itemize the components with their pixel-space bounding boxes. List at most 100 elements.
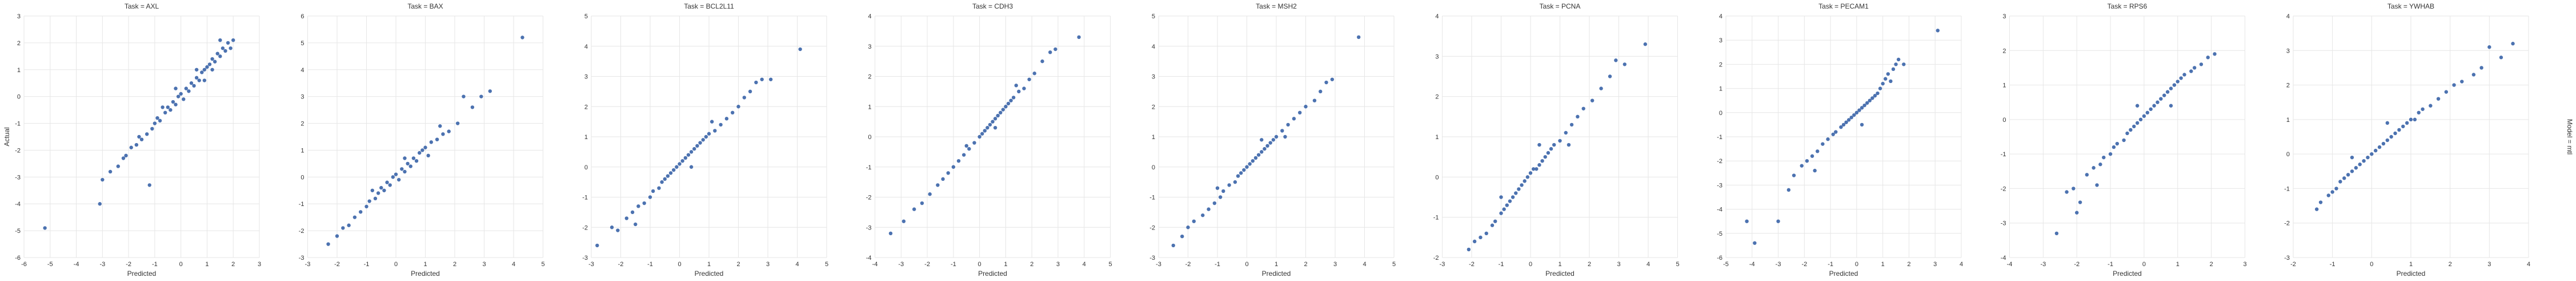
y-tick-label: 0 (1435, 174, 1439, 181)
data-point (2393, 131, 2397, 136)
x-tick-label: 2 (1304, 261, 1307, 268)
data-point (210, 57, 214, 61)
data-point (2405, 121, 2409, 125)
y-axis-label: Actual (3, 127, 11, 146)
data-point (972, 141, 976, 145)
data-point (2075, 211, 2079, 215)
data-point (657, 186, 661, 190)
y-tick-label: -4 (2001, 255, 2006, 262)
data-point (2189, 69, 2193, 73)
data-point (382, 188, 386, 192)
data-point (951, 165, 956, 169)
x-tick-label: 3 (1333, 261, 1337, 268)
x-tick-label: 3 (2487, 261, 2491, 268)
data-point (742, 96, 747, 100)
data-point (520, 35, 524, 39)
data-point (748, 89, 752, 94)
data-point (1831, 132, 1835, 136)
x-tick-label: 1 (2409, 261, 2413, 268)
data-point (2338, 180, 2342, 184)
data-point (1614, 58, 1618, 62)
data-point (1280, 129, 1284, 133)
x-tick-label: 0 (1245, 261, 1248, 268)
data-point (1271, 138, 1276, 142)
y-tick-label: -1 (2001, 151, 2006, 158)
data-point (1268, 141, 1272, 145)
data-point (2487, 45, 2491, 49)
data-point (636, 204, 640, 208)
data-point (1581, 106, 1585, 110)
y-tick-label: 1 (1435, 134, 1439, 141)
y-tick-label: 3 (1152, 74, 1155, 81)
data-point (2460, 80, 2464, 84)
y-tick-label: -1 (1433, 215, 1439, 221)
y-tick-label: 3 (1719, 37, 1722, 44)
data-point (993, 117, 997, 121)
x-tick-label: 2 (2449, 261, 2452, 268)
data-point (1569, 122, 1574, 127)
data-point (1810, 154, 1814, 158)
data-point (470, 105, 475, 109)
data-point (698, 141, 702, 145)
y-tick-label: 3 (1435, 53, 1439, 60)
data-point (335, 234, 339, 238)
y-tick-label: -2 (15, 147, 21, 154)
data-point (1493, 219, 1497, 223)
data-point (1256, 153, 1261, 157)
data-point (2397, 128, 2401, 132)
data-point (213, 60, 217, 64)
data-point (663, 177, 667, 181)
data-point (1902, 62, 1906, 66)
x-tick-label: 4 (1646, 261, 1650, 268)
x-tick-label: 0 (179, 261, 183, 268)
data-point (1467, 247, 1471, 252)
plot-area (2009, 16, 2245, 258)
data-point (2381, 141, 2386, 146)
data-point (2199, 62, 2204, 66)
x-axis-label: Predicted (1829, 270, 1858, 278)
data-point (2122, 138, 2126, 143)
x-tick-label: 1 (1275, 261, 1278, 268)
data-point (2072, 187, 2076, 191)
data-point (1745, 219, 1749, 223)
data-point (1643, 42, 1648, 46)
data-point (1576, 114, 1580, 119)
y-tick-label: -1 (299, 201, 305, 208)
y-tick-label: 5 (301, 40, 304, 47)
y-tick-label: -4 (1717, 207, 1722, 213)
y-tick-label: -3 (866, 224, 872, 231)
data-point (1260, 138, 1264, 142)
data-point (2374, 148, 2378, 153)
data-point (1531, 167, 1536, 171)
data-point (1826, 137, 1830, 141)
data-point (352, 215, 357, 219)
data-point (166, 105, 170, 109)
x-tick-label: 3 (258, 261, 261, 268)
data-point (341, 226, 345, 230)
data-point (364, 204, 368, 209)
data-point (610, 225, 614, 229)
data-point (1567, 143, 1571, 147)
data-point (194, 76, 199, 80)
x-axis-label: Predicted (2113, 270, 2142, 278)
data-point (1171, 243, 1175, 248)
x-tick-label: -4 (1749, 261, 1755, 268)
data-point (429, 140, 433, 144)
data-point (920, 201, 924, 205)
data-point (2429, 104, 2433, 108)
data-point (964, 144, 968, 148)
y-tick-label: -2 (1717, 158, 1722, 165)
data-point (1889, 79, 1893, 84)
data-point (187, 89, 191, 93)
data-point (1805, 159, 1809, 163)
x-axis-label: Predicted (2397, 270, 2426, 278)
data-point (902, 219, 906, 223)
data-point (983, 129, 987, 133)
y-tick-label: -5 (1717, 231, 1722, 238)
data-point (1077, 35, 1081, 39)
y-tick-label: -6 (15, 255, 21, 262)
data-point (1511, 195, 1515, 199)
data-point (1528, 171, 1533, 175)
